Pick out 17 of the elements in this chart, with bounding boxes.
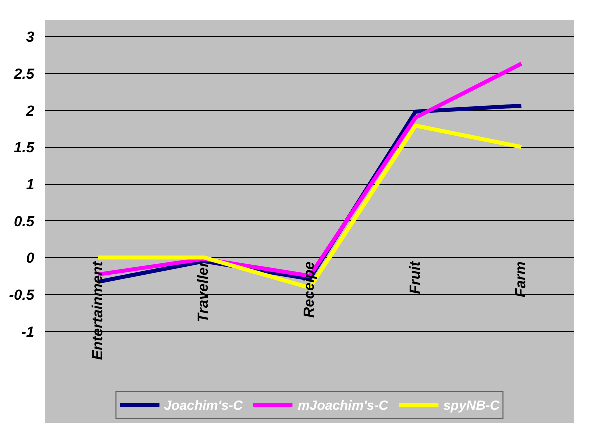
legend-label: spyNB-C [444, 398, 500, 412]
y-tick-label: -1 [21, 324, 35, 341]
y-tick-label: 0.5 [14, 214, 36, 230]
x-tick-label: Farm [514, 262, 530, 298]
x-tick-label: Receipe [302, 262, 318, 318]
y-tick-label: -0.5 [9, 288, 36, 304]
y-tick-label: 2.5 [13, 67, 36, 84]
legend-label: Joachim's-C [164, 398, 243, 412]
x-tick-label: Fruit [408, 260, 424, 294]
y-tick-label: 2 [25, 104, 35, 120]
x-tick-label: Traveller [196, 260, 212, 323]
y-tick-label: 1.5 [14, 140, 36, 157]
legend-label: mJoachim's-C [298, 398, 389, 412]
x-tick-label: Entertainment [90, 260, 106, 360]
y-tick-label: 0 [26, 251, 36, 268]
y-tick-label: 1 [26, 178, 35, 194]
y-tick-label: 3 [26, 30, 35, 46]
